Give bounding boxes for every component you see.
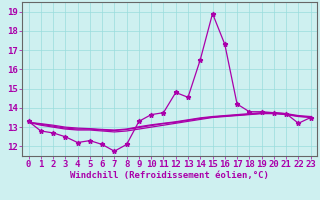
X-axis label: Windchill (Refroidissement éolien,°C): Windchill (Refroidissement éolien,°C) bbox=[70, 171, 269, 180]
